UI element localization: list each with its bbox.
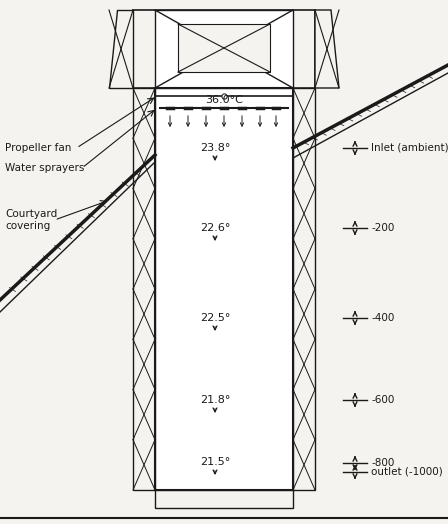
Bar (155, 88, 293, 490)
Text: 23.8°: 23.8° (200, 143, 230, 153)
Text: 21.8°: 21.8° (200, 395, 230, 405)
Text: 36.0°C: 36.0°C (205, 95, 243, 105)
Text: -200: -200 (371, 223, 394, 233)
Text: 21.5°: 21.5° (200, 457, 230, 467)
Bar (178, 24, 270, 72)
Bar (293, 88, 315, 490)
Text: Water sprayers: Water sprayers (5, 163, 84, 173)
Text: 22.5°: 22.5° (200, 313, 230, 323)
Text: Courtyard
covering: Courtyard covering (5, 209, 57, 231)
Polygon shape (109, 10, 133, 88)
Bar (155, 490, 293, 508)
Text: -800: -800 (371, 458, 394, 468)
Text: -600: -600 (371, 395, 394, 405)
Text: -400: -400 (371, 313, 394, 323)
Text: 22.6°: 22.6° (200, 223, 230, 233)
Bar (133, 88, 155, 490)
Bar (155, 10, 293, 88)
Polygon shape (315, 10, 339, 88)
Text: Propeller fan: Propeller fan (5, 143, 71, 153)
Text: outlet (-1000): outlet (-1000) (371, 467, 443, 477)
Bar (133, 10, 315, 88)
Text: Inlet (ambient): Inlet (ambient) (371, 143, 448, 153)
Bar (155, 88, 293, 490)
